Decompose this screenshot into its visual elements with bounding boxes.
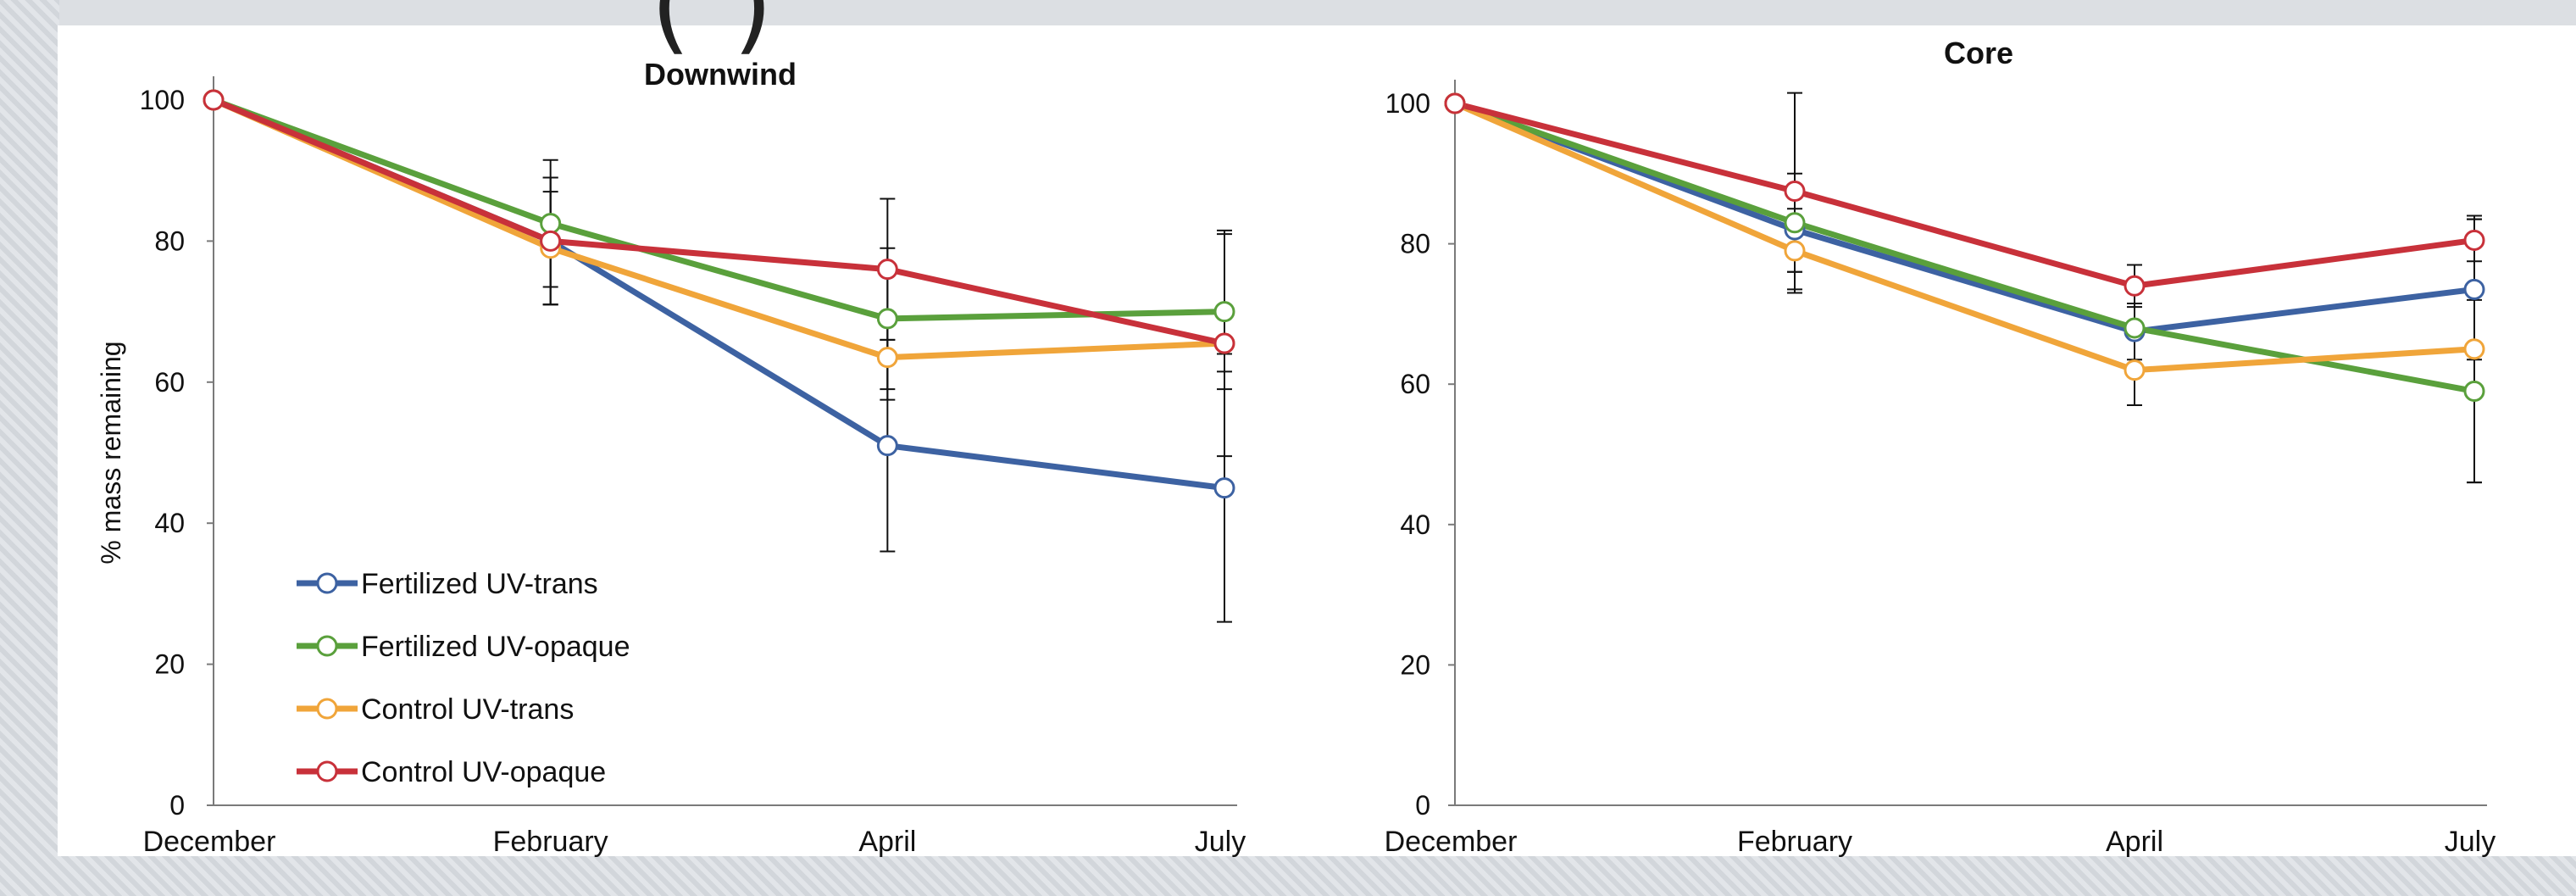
data-point bbox=[203, 89, 225, 111]
series-line-control-uv-trans bbox=[1452, 100, 2478, 374]
chart-core: Core 0 20 40 60 80 100 December February April Jul… bbox=[1385, 36, 2496, 858]
legend-swatch-marker bbox=[316, 635, 338, 657]
data-point bbox=[2124, 317, 2146, 339]
data-point bbox=[2124, 275, 2146, 297]
slide-title-fragment: ( ) bbox=[651, 0, 778, 65]
y-tick-label: 0 bbox=[169, 790, 185, 821]
data-point bbox=[1213, 301, 1235, 323]
series-line-control-uv-opaque bbox=[210, 97, 1228, 347]
legend-label: Control UV-trans bbox=[361, 693, 574, 726]
data-point bbox=[2463, 278, 2485, 300]
y-tick-label: 80 bbox=[154, 225, 185, 256]
chart-title: Core bbox=[1944, 36, 2013, 70]
x-tick-label: July bbox=[1195, 826, 1246, 858]
x-tick-label: February bbox=[493, 826, 608, 858]
legend-swatch-marker bbox=[316, 572, 338, 594]
legend-entry-control-uv-opaque: Control UV-opaque bbox=[297, 756, 606, 788]
data-point bbox=[876, 308, 898, 330]
slide-background-left bbox=[0, 0, 59, 896]
x-tick-label: December bbox=[143, 826, 276, 858]
y-tick-label: 80 bbox=[1400, 229, 1430, 259]
data-point bbox=[540, 230, 562, 252]
y-tick-label: 100 bbox=[140, 85, 185, 115]
data-point bbox=[2463, 229, 2485, 251]
x-tick-label: December bbox=[1385, 826, 1518, 858]
legend-entry-fertilized-uv-trans: Fertilized UV-trans bbox=[297, 568, 598, 600]
slide-background-bottom bbox=[0, 856, 2576, 896]
y-tick-label: 20 bbox=[1400, 649, 1430, 680]
x-tick-label: April bbox=[2106, 826, 2163, 858]
slide-title-clip: ( ) bbox=[58, 0, 2576, 66]
x-tick-label: April bbox=[858, 826, 916, 858]
legend-entry-control-uv-trans: Control UV-trans bbox=[297, 693, 574, 726]
x-tick-label: February bbox=[1737, 826, 1852, 858]
series-line-fertilized-uv-opaque bbox=[210, 97, 1228, 322]
y-tick-label: 100 bbox=[1385, 88, 1430, 119]
y-tick-label: 20 bbox=[154, 649, 185, 680]
data-point bbox=[876, 259, 898, 281]
data-point bbox=[1444, 92, 1466, 114]
x-tick-label: July bbox=[2445, 826, 2496, 858]
data-point bbox=[2124, 359, 2146, 381]
data-point bbox=[1784, 181, 1806, 202]
series-line-control-uv-opaque bbox=[1452, 100, 2478, 289]
y-tick-label: 60 bbox=[1400, 369, 1430, 399]
y-tick-label: 60 bbox=[154, 367, 185, 398]
legend-swatch-marker bbox=[316, 760, 338, 782]
data-point bbox=[540, 213, 562, 235]
data-point bbox=[1784, 212, 1806, 234]
legend-label: Fertilized UV-opaque bbox=[361, 631, 630, 663]
legend-swatch-marker bbox=[316, 698, 338, 720]
slide-panel bbox=[58, 25, 2576, 856]
y-tick-label: 40 bbox=[154, 508, 185, 538]
y-tick-label: 40 bbox=[1400, 509, 1430, 540]
data-point bbox=[1213, 332, 1235, 354]
data-point bbox=[1213, 477, 1235, 499]
legend-entry-fertilized-uv-opaque: Fertilized UV-opaque bbox=[297, 631, 630, 663]
legend-label: Control UV-opaque bbox=[361, 756, 606, 788]
data-point bbox=[2463, 338, 2485, 360]
series-line-fertilized-uv-trans bbox=[1452, 100, 2478, 335]
chart-title: Downwind bbox=[644, 57, 797, 92]
series-line-control-uv-trans bbox=[210, 97, 1228, 361]
data-point bbox=[876, 347, 898, 369]
chart-downwind: Downwind 0 20 40 60 80 100 December February Apri… bbox=[96, 57, 1246, 858]
data-point bbox=[1784, 240, 1806, 262]
data-point bbox=[2463, 380, 2485, 402]
series-line-fertilized-uv-opaque bbox=[1452, 100, 2478, 394]
legend-label: Fertilized UV-trans bbox=[361, 568, 598, 600]
y-axis-label: % mass remaining bbox=[96, 341, 126, 564]
data-point bbox=[876, 435, 898, 457]
y-tick-label: 0 bbox=[1415, 790, 1430, 821]
